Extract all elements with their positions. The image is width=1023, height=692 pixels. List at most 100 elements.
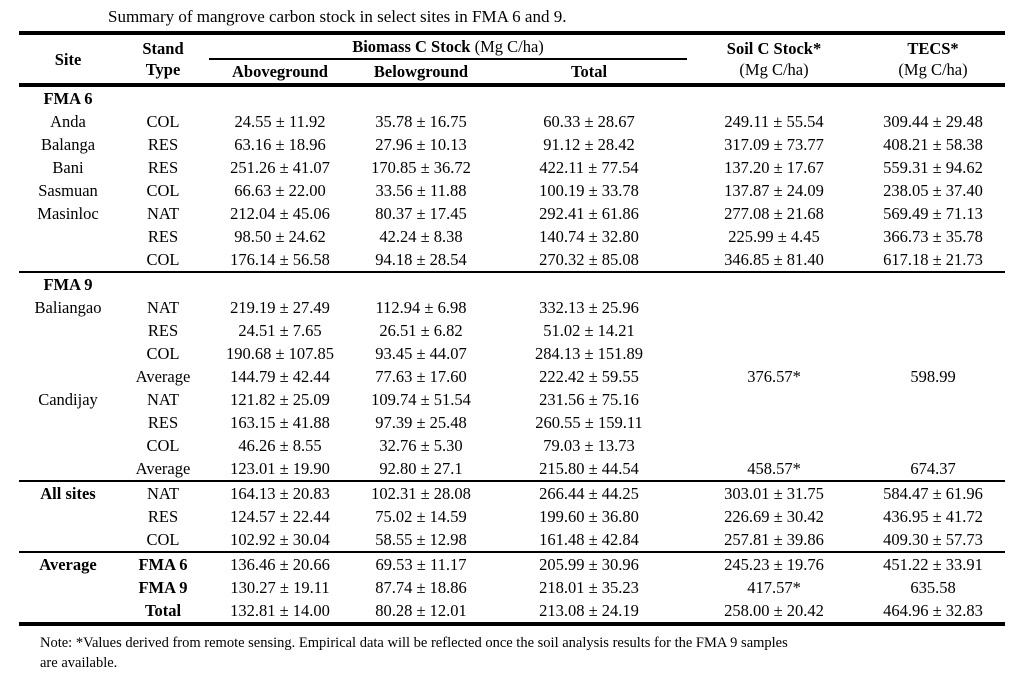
cell-stand-type: NAT: [146, 204, 180, 223]
cell-soil-c-stock: 277.08 ± 21.68: [724, 204, 824, 223]
cell-site: Bani: [52, 158, 84, 177]
cell-soil-c-stock: 245.23 ± 19.76: [724, 555, 824, 574]
cell-site: [19, 365, 117, 388]
table-row: Average FMA 6 136.46 ± 20.66 69.53 ± 11.17 2…: [19, 552, 1005, 576]
cell-site: FMA 6: [43, 89, 93, 108]
cell-total: 161.48 ± 42.84: [491, 528, 688, 553]
cell-aboveground: 251.26 ± 41.07: [230, 158, 330, 177]
cell-stand-type: RES: [147, 321, 179, 340]
cell-tecs: 238.05 ± 37.40: [883, 181, 983, 200]
cell-aboveground: 163.15 ± 41.88: [230, 413, 330, 432]
cell-belowground: 27.96 ± 10.13: [375, 135, 467, 154]
cell-stand-type: COL: [117, 528, 209, 553]
cell-stand-type: Total: [144, 601, 182, 620]
table-row: RES 98.50 ± 24.62 42.24 ± 8.38 140.74 ± 32.…: [19, 225, 1005, 248]
cell-total: 51.02 ± 14.21: [543, 321, 635, 340]
cell-site: Anda: [50, 112, 86, 131]
header-stand-line2: Type: [145, 60, 181, 79]
cell-belowground: 97.39 ± 25.48: [375, 413, 467, 432]
table-row: RES 124.57 ± 22.44 75.02 ± 14.59 199.60 ± 3…: [19, 505, 1005, 528]
header-belowground: Belowground: [373, 62, 469, 81]
cell-site: [19, 434, 117, 457]
cell-site: Sasmuan: [38, 181, 98, 200]
cell-soil-c-stock: [687, 85, 861, 110]
cell-aboveground: 46.26 ± 8.55: [238, 436, 322, 455]
cell-total: 79.03 ± 13.73: [543, 436, 635, 455]
cell-soil-c-stock: 317.09 ± 73.77: [724, 135, 824, 154]
cell-stand-type: COL: [146, 181, 180, 200]
table-row: COL 176.14 ± 56.58 94.18 ± 28.54 270.32 ± 8…: [19, 248, 1006, 273]
table-row: FMA 9 130.27 ± 19.11 87.74 ± 18.86 218.01 ±…: [19, 576, 1005, 599]
cell-tecs: [861, 388, 1005, 411]
cell-soil-c-stock: [687, 411, 861, 434]
table-row: Average 123.01 ± 19.90 92.80 ± 27.1 215.80 …: [19, 457, 1006, 482]
cell-tecs: 559.31 ± 94.62: [883, 158, 983, 177]
cell-stand-type: NAT: [146, 390, 180, 409]
cell-belowground: 80.37 ± 17.45: [375, 204, 467, 223]
cell-belowground: 102.31 ± 28.08: [371, 484, 471, 503]
cell-soil-c-stock: [687, 342, 861, 365]
cell-tecs: 569.49 ± 71.13: [883, 204, 983, 223]
cell-stand-type: COL: [117, 248, 209, 273]
cell-total: 60.33 ± 28.67: [543, 112, 635, 131]
cell-soil-c-stock: 226.69 ± 30.42: [724, 507, 824, 526]
cell-stand-type: NAT: [146, 484, 180, 503]
cell-site: FMA 9: [43, 275, 93, 294]
cell-aboveground: 136.46 ± 20.66: [230, 555, 330, 574]
cell-aboveground: 144.79 ± 42.44: [230, 367, 330, 386]
cell-soil-c-stock: 257.81 ± 39.86: [687, 528, 862, 553]
cell-belowground: 32.76 ± 5.30: [379, 436, 463, 455]
cell-tecs: 409.30 ± 57.73: [861, 528, 1006, 553]
section-header-row: FMA 6: [19, 85, 1005, 110]
header-tecs-label: TECS*: [907, 39, 959, 58]
cell-belowground: 112.94 ± 6.98: [375, 298, 467, 317]
cell-stand-type: RES: [147, 227, 179, 246]
cell-site: [19, 319, 117, 342]
cell-total: 292.41 ± 61.86: [539, 204, 639, 223]
table-row: Masinloc NAT 212.04 ± 45.06 80.37 ± 17.45 29…: [19, 202, 1005, 225]
header-soil-c-stock: Soil C Stock* (Mg C/ha): [687, 33, 861, 85]
header-biomass-unit: (Mg C/ha): [470, 37, 544, 56]
table-row: COL 46.26 ± 8.55 32.76 ± 5.30 79.03 ± 13.73: [19, 434, 1005, 457]
cell-total: [491, 272, 687, 296]
cell-aboveground: 124.57 ± 22.44: [230, 507, 330, 526]
header-aboveground: Aboveground: [232, 62, 328, 81]
header-tecs: TECS* (Mg C/ha): [861, 33, 1005, 85]
table-note: Note: *Values derived from remote sensin…: [40, 633, 1023, 673]
cell-total: 100.19 ± 33.78: [539, 181, 639, 200]
cell-tecs: [861, 411, 1005, 434]
cell-soil-c-stock: [687, 272, 861, 296]
cell-total: 222.42 ± 59.55: [539, 367, 639, 386]
cell-stand-type: COL: [146, 436, 180, 455]
cell-belowground: 77.63 ± 17.60: [375, 367, 467, 386]
cell-total: 422.11 ± 77.54: [539, 158, 639, 177]
table-row: Sasmuan COL 66.63 ± 22.00 33.56 ± 11.88 100.…: [19, 179, 1005, 202]
cell-aboveground: 212.04 ± 45.06: [230, 204, 330, 223]
cell-soil-c-stock: 137.20 ± 17.67: [724, 158, 824, 177]
cell-site: Masinloc: [37, 204, 99, 223]
cell-soil-c-stock: [687, 388, 861, 411]
table-row: Baliangao NAT 219.19 ± 27.49 112.94 ± 6.98 3…: [19, 296, 1005, 319]
cell-tecs: 598.99: [910, 367, 956, 386]
cell-aboveground: 121.82 ± 25.09: [230, 390, 330, 409]
cell-soil-c-stock: 376.57*: [747, 367, 801, 386]
document-page: Summary of mangrove carbon stock in sele…: [19, 7, 1023, 673]
cell-total: [491, 85, 687, 110]
cell-site: [19, 342, 117, 365]
header-biomass-label: Biomass C Stock: [352, 37, 471, 56]
cell-stand-type: RES: [147, 507, 179, 526]
header-stand-type: Stand Type: [117, 33, 209, 85]
cell-total: 91.12 ± 28.42: [543, 135, 635, 154]
cell-site: Candijay: [38, 390, 98, 409]
cell-site: [19, 225, 117, 248]
cell-aboveground: 66.63 ± 22.00: [234, 181, 326, 200]
table-row: Anda COL 24.55 ± 11.92 35.78 ± 16.75 60.33 ±…: [19, 110, 1005, 133]
cell-soil-c-stock: 346.85 ± 81.40: [687, 248, 862, 273]
cell-stand-type: COL: [146, 344, 180, 363]
header-stand-line1: Stand: [142, 39, 184, 58]
cell-aboveground: 219.19 ± 27.49: [230, 298, 330, 317]
header-tecs-unit: (Mg C/ha): [898, 60, 968, 79]
cell-total: 140.74 ± 32.80: [539, 227, 639, 246]
table-row: RES 24.51 ± 7.65 26.51 ± 6.82 51.02 ± 14.21: [19, 319, 1005, 342]
cell-aboveground: 24.51 ± 7.65: [238, 321, 322, 340]
